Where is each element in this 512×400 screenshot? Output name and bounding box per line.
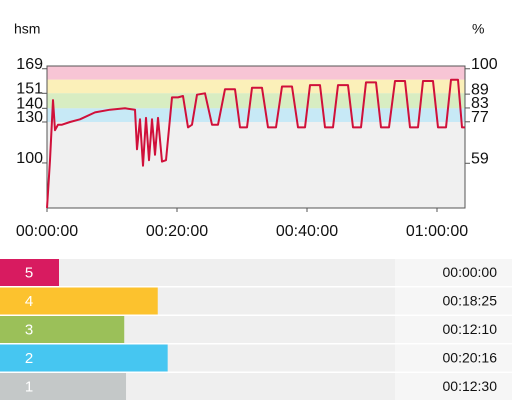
zone-time: 00:12:30: [443, 378, 498, 394]
zone-label-box: [0, 259, 59, 286]
y2-axis-label: %: [472, 21, 484, 37]
zone-label-box: [0, 344, 59, 372]
y2-tick-label: 59: [471, 150, 489, 167]
y2-tick-label: 89: [471, 81, 489, 98]
y-axis-label: hsm: [14, 21, 40, 37]
zone-band: [47, 93, 465, 109]
x-tick-label: 01:00:00: [406, 223, 468, 240]
time-cell: [395, 259, 512, 286]
y2-tick-label: 83: [471, 95, 489, 112]
zone-band: [47, 79, 465, 94]
y-tick-label: 140: [16, 96, 43, 113]
y-tick-label: 151: [16, 81, 43, 98]
zone-time-bar: [59, 373, 127, 400]
y2-tick-label: 77: [471, 109, 489, 126]
time-cell: [395, 287, 512, 315]
zone-time: 00:12:10: [443, 321, 498, 337]
y-tick-label: 169: [16, 56, 43, 73]
plot-border: [46, 65, 466, 209]
zone-label: 3: [25, 321, 33, 338]
zone-time-bar: [59, 316, 125, 343]
heart-rate-line: [46, 78, 465, 209]
time-cell: [395, 316, 512, 343]
zone-label-box: [0, 316, 59, 343]
zone-label: 1: [25, 378, 33, 395]
time-cell: [395, 373, 512, 400]
y-tick-label: 130: [16, 109, 43, 126]
time-cell: [395, 344, 512, 372]
zone-time: 00:18:25: [443, 293, 498, 309]
zone-time: 00:20:16: [443, 350, 498, 366]
x-tick-label: 00:40:00: [276, 223, 338, 240]
y-tick-label: 100: [16, 150, 43, 167]
row-background: [59, 259, 395, 286]
zone-label-box: [0, 287, 59, 315]
zone-label: 5: [25, 264, 33, 281]
zone-time-bar: [59, 287, 158, 315]
y2-tick-label: 100: [471, 56, 498, 73]
zone-label-box: [0, 373, 59, 400]
x-tick-label: 00:00:00: [16, 223, 78, 240]
zone-band: [47, 66, 465, 80]
zone-time-bar: [59, 344, 168, 372]
zone-time: 00:00:00: [443, 264, 498, 280]
zone-label: 2: [25, 350, 33, 367]
zone-label: 4: [25, 293, 33, 310]
x-tick-label: 00:20:00: [146, 223, 208, 240]
